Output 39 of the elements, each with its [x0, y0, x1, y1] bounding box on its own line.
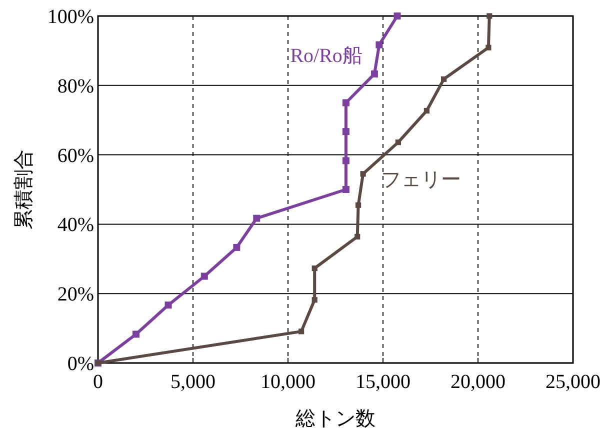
point	[356, 202, 362, 208]
point	[312, 297, 318, 303]
y-tick-label: 40%	[57, 214, 94, 236]
y-tick-label: 100%	[47, 6, 94, 28]
point	[376, 41, 383, 48]
point	[354, 234, 360, 240]
point	[486, 44, 492, 50]
point	[253, 214, 260, 222]
x-tick-label: 20,000	[450, 371, 506, 393]
point	[298, 328, 304, 334]
point	[360, 171, 366, 177]
y-tick-label: 80%	[57, 75, 94, 98]
y-tick-label: 0%	[67, 353, 94, 375]
point	[200, 272, 208, 280]
series-label: フェリー	[381, 168, 462, 191]
point	[233, 244, 240, 251]
y-tick-label: 20%	[57, 284, 94, 306]
x-tick-label: 25,000	[546, 371, 600, 393]
x-tick-label: 0	[93, 371, 103, 393]
point	[424, 108, 430, 114]
point	[342, 186, 350, 193]
x-tick-label: 15,000	[356, 371, 410, 393]
point	[394, 12, 401, 20]
point	[342, 128, 350, 136]
x-axis-title: 総トン数	[294, 408, 376, 430]
point	[395, 140, 401, 146]
y-axis-title: 累積割合	[13, 150, 35, 230]
point	[441, 76, 447, 82]
y-tick-label: 60%	[57, 144, 94, 167]
x-tick-label: 10,000	[260, 371, 316, 393]
series-label: Ro/Ro船	[290, 44, 362, 67]
point	[342, 99, 350, 106]
point	[164, 302, 172, 309]
point	[132, 330, 140, 338]
x-tick-label: 5,000	[170, 371, 216, 393]
point	[370, 70, 378, 78]
point	[312, 265, 318, 272]
point	[486, 13, 492, 19]
point	[342, 157, 350, 164]
